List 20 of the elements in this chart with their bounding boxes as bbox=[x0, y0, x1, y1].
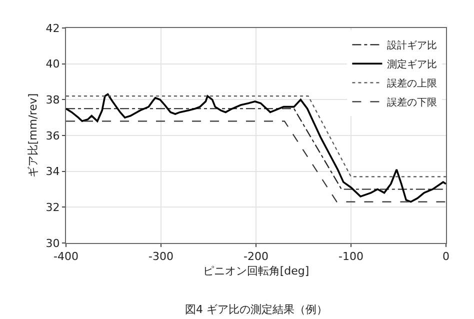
y-tick-label: 34 bbox=[46, 165, 60, 178]
legend-label: 測定ギア比 bbox=[387, 58, 438, 71]
x-axis-title: ピニオン回転角[deg] bbox=[202, 264, 310, 278]
y-tick-label: 40 bbox=[46, 58, 60, 71]
text: 図4 ギア比の測定結果（例） bbox=[185, 303, 328, 316]
legend-label: 誤差の上限 bbox=[387, 78, 438, 90]
y-tick-label: 36 bbox=[46, 129, 60, 142]
y-axis-title: ギア比[mm/rev] bbox=[26, 93, 40, 178]
legend-label: 設計ギア比 bbox=[387, 40, 438, 52]
x-tick-label: 0 bbox=[442, 250, 450, 264]
y-tick-label: 38 bbox=[46, 94, 60, 107]
x-tick-label: -100 bbox=[338, 250, 364, 264]
legend-label: 誤差の下限 bbox=[387, 96, 438, 109]
y-tick-label: 42 bbox=[46, 22, 60, 35]
x-tick-label: -200 bbox=[244, 250, 268, 264]
line-series bbox=[66, 93, 446, 203]
x-tick-label: -300 bbox=[148, 250, 174, 264]
x-tick-label: -400 bbox=[54, 250, 78, 264]
y-tick-label: 32 bbox=[46, 201, 60, 214]
y-tick-label: 30 bbox=[46, 236, 60, 250]
